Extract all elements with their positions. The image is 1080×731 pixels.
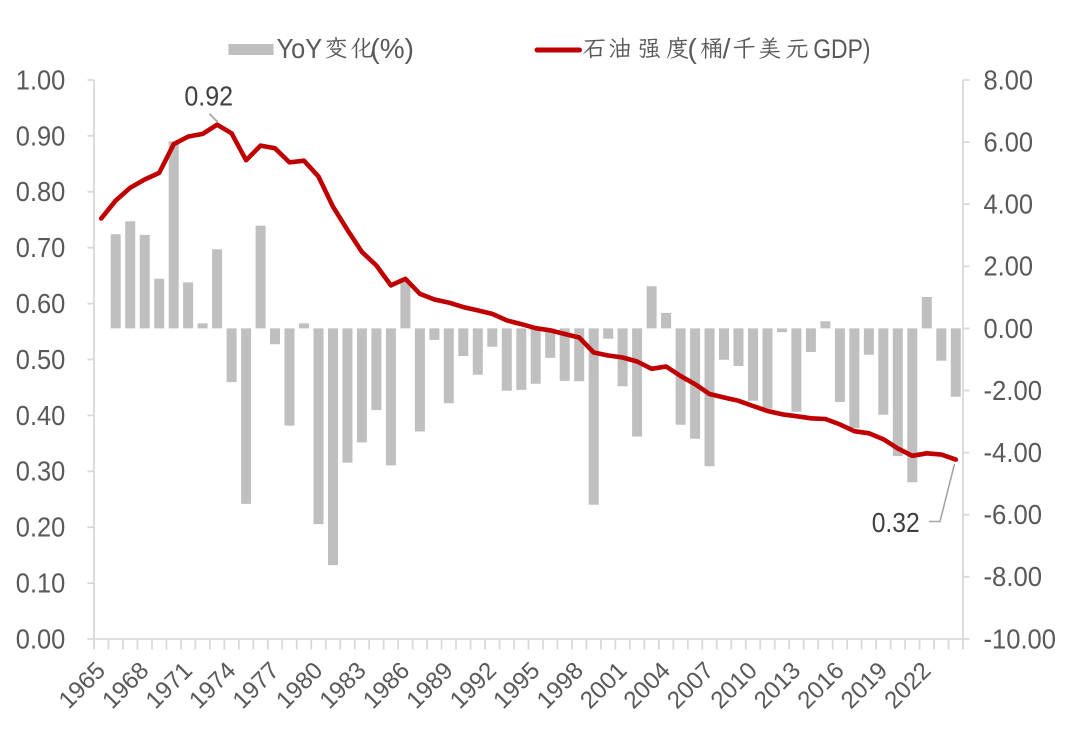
svg-text:0.80: 0.80 (16, 176, 66, 207)
svg-text:0.92: 0.92 (184, 80, 233, 111)
svg-text:1.00: 1.00 (16, 64, 66, 95)
svg-text:4.00: 4.00 (984, 189, 1034, 220)
svg-text:0.60: 0.60 (16, 288, 66, 319)
svg-text:6.00: 6.00 (984, 127, 1034, 158)
svg-text:0.10: 0.10 (16, 568, 66, 599)
svg-text:0.32: 0.32 (872, 507, 920, 538)
svg-text:2.00: 2.00 (984, 251, 1034, 282)
svg-text:(: ( (688, 33, 698, 64)
svg-text:-2.00: -2.00 (984, 375, 1043, 406)
svg-text:(%): (%) (370, 33, 414, 64)
svg-text:0.00: 0.00 (984, 313, 1034, 344)
svg-text:0.70: 0.70 (16, 232, 66, 263)
svg-text:0.50: 0.50 (16, 344, 66, 375)
svg-text:/: / (723, 33, 731, 64)
svg-text:-8.00: -8.00 (984, 561, 1043, 592)
svg-text:8.00: 8.00 (984, 64, 1034, 95)
svg-text:YoY: YoY (277, 33, 323, 64)
svg-text:0.40: 0.40 (16, 400, 66, 431)
svg-text:0.90: 0.90 (16, 120, 66, 151)
svg-text:0.30: 0.30 (16, 456, 66, 487)
svg-text:GDP): GDP) (813, 34, 870, 64)
svg-text:0.20: 0.20 (16, 512, 66, 543)
svg-text:-4.00: -4.00 (984, 437, 1043, 468)
svg-text:-10.00: -10.00 (984, 623, 1057, 654)
svg-text:0.00: 0.00 (16, 623, 66, 654)
svg-text:-6.00: -6.00 (984, 499, 1043, 530)
